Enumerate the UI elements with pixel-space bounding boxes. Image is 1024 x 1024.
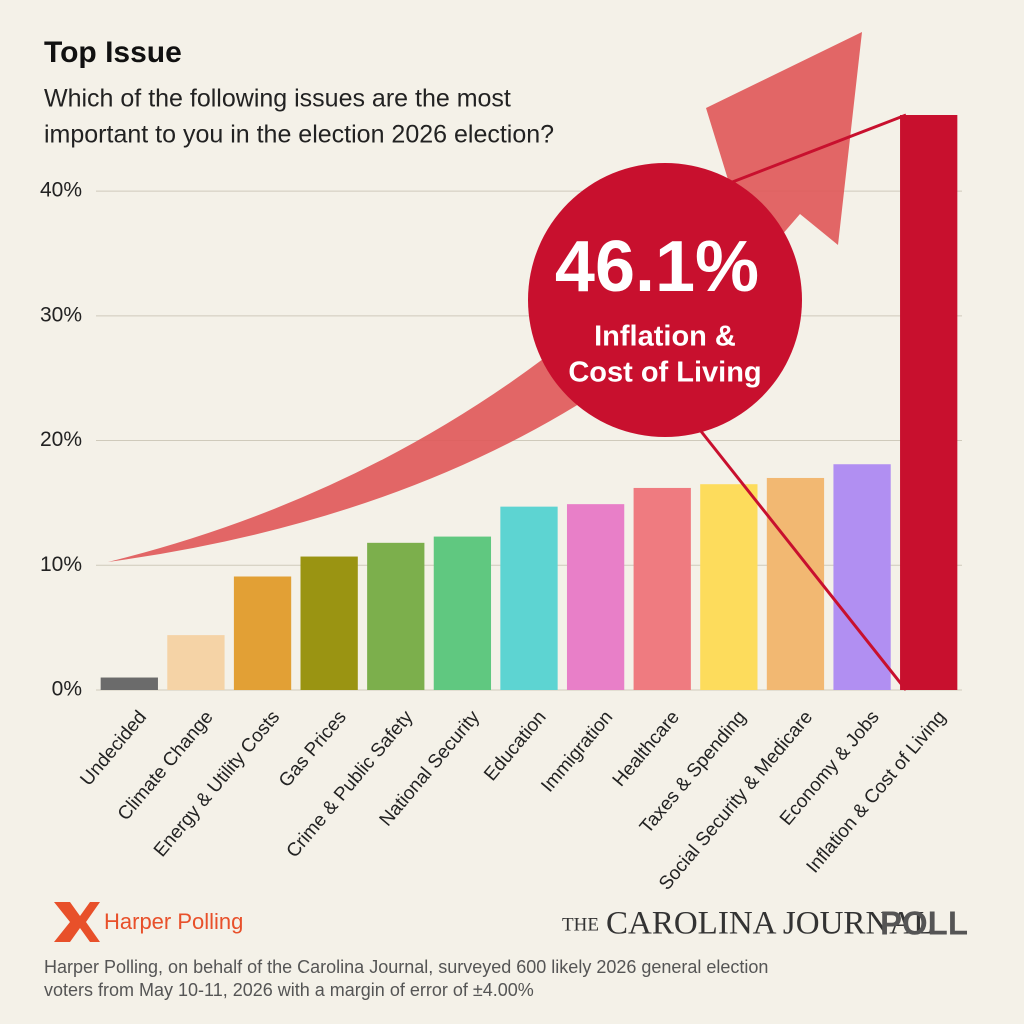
callout-label: Inflation & [594,321,736,353]
y-tick-label: 30% [40,303,82,326]
y-tick-label: 0% [52,678,82,701]
callout-circle [528,163,802,437]
bar [633,487,691,690]
footnote: voters from May 10-11, 2026 with a margi… [44,980,534,1000]
callout-line [698,429,908,691]
logo-mark [54,902,100,942]
bar [100,677,158,690]
bar [900,115,958,690]
bar [500,506,558,690]
bar [700,484,758,690]
brand-name: CAROLINA JOURNAL [606,906,933,942]
y-tick-label: 40% [40,179,82,202]
brand-suffix: POLL [880,905,968,942]
bar [433,536,492,690]
bars [100,115,958,690]
y-tick-label: 10% [40,553,82,576]
callout-line [721,113,907,188]
chart-subtitle: Which of the following issues are the mo… [44,85,511,113]
callout-label: Cost of Living [568,357,761,389]
bar [233,576,292,690]
bar [367,542,425,690]
callout-value: 46.1% [555,227,759,307]
bar [167,635,225,690]
bar [833,464,891,690]
bar [300,556,358,690]
logo-text: Harper Polling [104,909,243,934]
brand-prefix: THE [562,914,599,935]
chart-title: Top Issue [44,36,182,69]
y-tick-label: 20% [40,428,82,451]
bar [766,477,825,690]
bar [566,504,625,690]
chart-subtitle: important to you in the election 2026 el… [44,121,554,149]
footnote: Harper Polling, on behalf of the Carolin… [44,957,768,977]
